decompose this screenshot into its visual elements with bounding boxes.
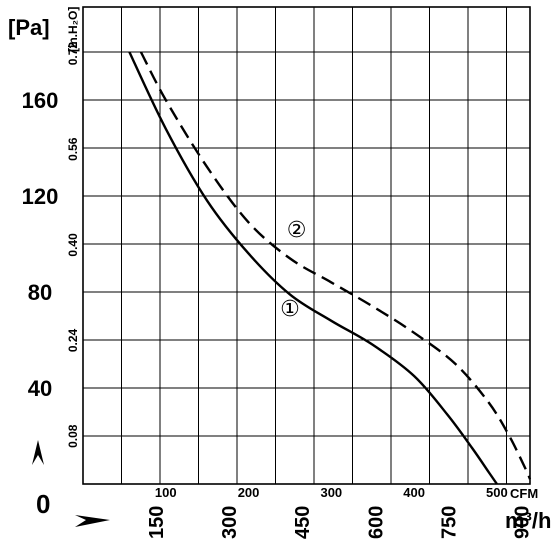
x-tick-label-m3h: 150 bbox=[146, 506, 168, 539]
x-tick-label-m3h: 450 bbox=[292, 506, 314, 539]
x-tick-label-m3h: 750 bbox=[438, 506, 460, 539]
x-tick-label-cfm: 400 bbox=[403, 485, 425, 500]
origin-zero-label: 0 bbox=[36, 489, 50, 519]
y-tick-label-inh2o: 0.56 bbox=[66, 137, 80, 161]
y-tick-label-inh2o: 0.08 bbox=[66, 424, 80, 448]
series-line-1 bbox=[128, 51, 498, 485]
plot-frame bbox=[82, 6, 531, 485]
chart-tick-labels: 40 80 120 160 0.08 0.24 0.40 0.56 0.72 100 200 300 4… bbox=[22, 42, 534, 539]
series-label-2: ② bbox=[287, 217, 307, 242]
x-axis-cfm-unit: CFM bbox=[510, 486, 538, 501]
y-tick-label-pa: 120 bbox=[22, 184, 59, 209]
series-label-1: ① bbox=[280, 296, 300, 321]
x-tick-label-cfm: 200 bbox=[238, 485, 260, 500]
y-tick-label-inh2o: 0.72 bbox=[66, 42, 80, 66]
y-tick-label-pa: 80 bbox=[28, 280, 52, 305]
arrow-right-icon bbox=[75, 515, 110, 527]
x-axis-m3h-unit: m³/h bbox=[505, 508, 551, 533]
chart-grid bbox=[82, 6, 531, 485]
x-tick-label-m3h: 600 bbox=[365, 506, 387, 539]
y-tick-label-inh2o: 0.24 bbox=[66, 328, 80, 352]
x-tick-label-cfm: 300 bbox=[320, 485, 342, 500]
y-tick-label-pa: 40 bbox=[28, 376, 52, 401]
x-tick-label-cfm: 100 bbox=[155, 485, 177, 500]
y-axis-inh2o-unit: [in.H₂O] bbox=[66, 7, 80, 52]
x-tick-label-m3h: 300 bbox=[219, 506, 241, 539]
series-line-2 bbox=[139, 51, 532, 480]
y-tick-label-pa: 160 bbox=[22, 88, 59, 113]
y-axis-pa-unit: [Pa] bbox=[8, 15, 50, 40]
x-tick-label-m3h: 900 bbox=[512, 506, 534, 539]
arrow-up-icon bbox=[32, 440, 44, 465]
chart-curves: ①② bbox=[128, 51, 532, 485]
y-tick-label-inh2o: 0.40 bbox=[66, 233, 80, 257]
x-tick-label-cfm: 500 bbox=[486, 485, 508, 500]
